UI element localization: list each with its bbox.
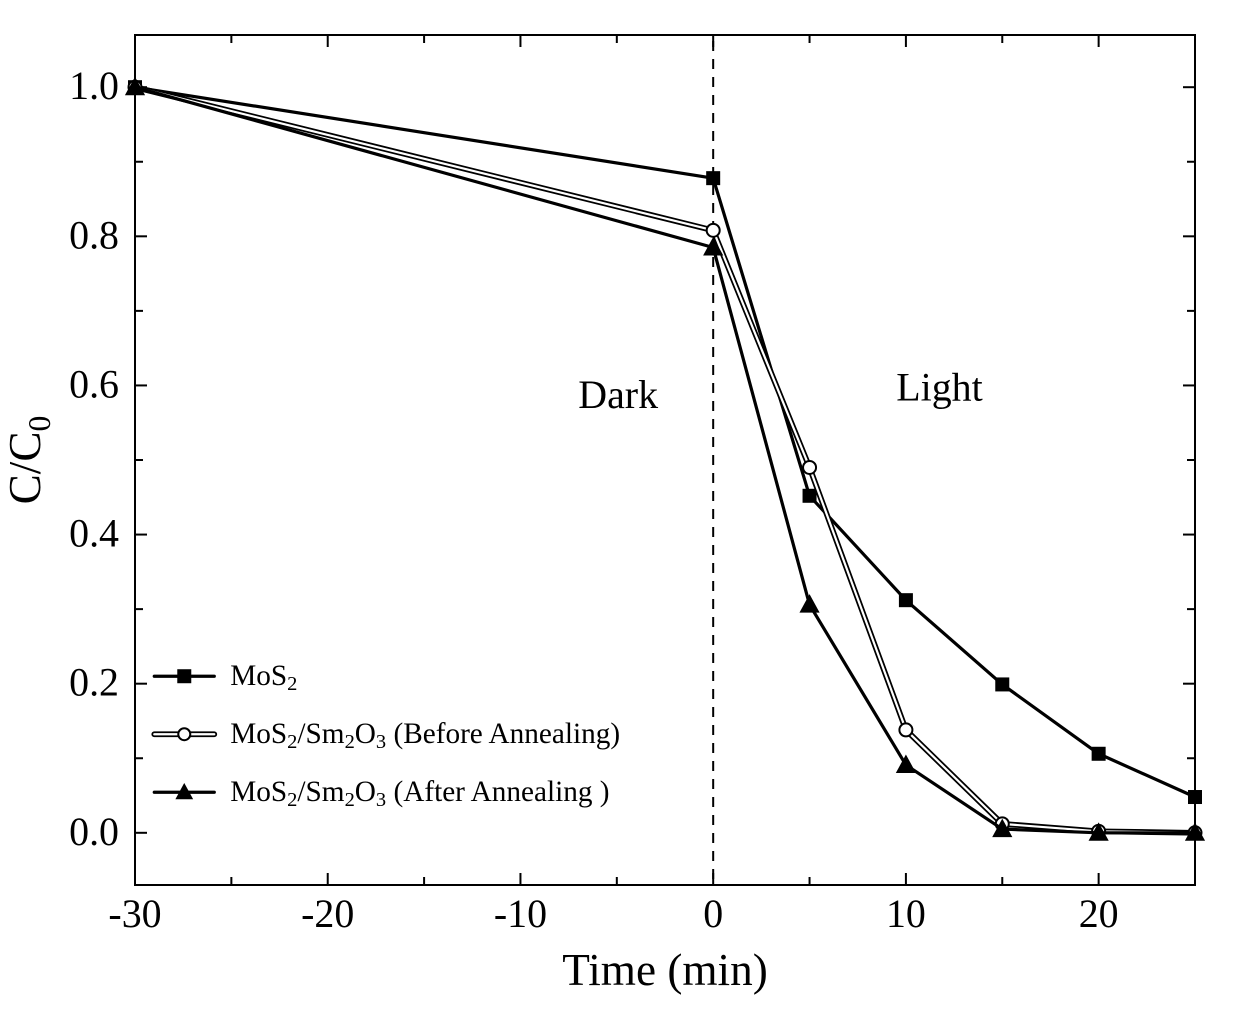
svg-text:MoS2/Sm2O3 (After Annealing ): MoS2/Sm2O3 (After Annealing )	[230, 776, 609, 811]
svg-text:0.6: 0.6	[69, 361, 119, 406]
chart-svg: -30 -20 -10 0 10 20 0.0 0.2 0.4 0.6 0.8 1.0 Time (mi…	[0, 0, 1240, 1031]
svg-text:0.0: 0.0	[69, 809, 119, 854]
svg-text:0.8: 0.8	[69, 212, 119, 257]
svg-text:Dark: Dark	[578, 372, 658, 417]
svg-text:-10: -10	[494, 891, 547, 936]
svg-text:10: 10	[886, 891, 926, 936]
svg-text:0.4: 0.4	[69, 511, 119, 556]
svg-text:Time (min): Time (min)	[562, 945, 768, 995]
svg-text:0.2: 0.2	[69, 660, 119, 705]
svg-text:1.0: 1.0	[69, 63, 119, 108]
svg-text:-20: -20	[301, 891, 354, 936]
svg-text:Light: Light	[896, 364, 982, 409]
chart-container: -30 -20 -10 0 10 20 0.0 0.2 0.4 0.6 0.8 1.0 Time (mi…	[0, 0, 1240, 1031]
svg-text:0: 0	[703, 891, 723, 936]
svg-text:20: 20	[1079, 891, 1119, 936]
svg-text:-30: -30	[108, 891, 161, 936]
